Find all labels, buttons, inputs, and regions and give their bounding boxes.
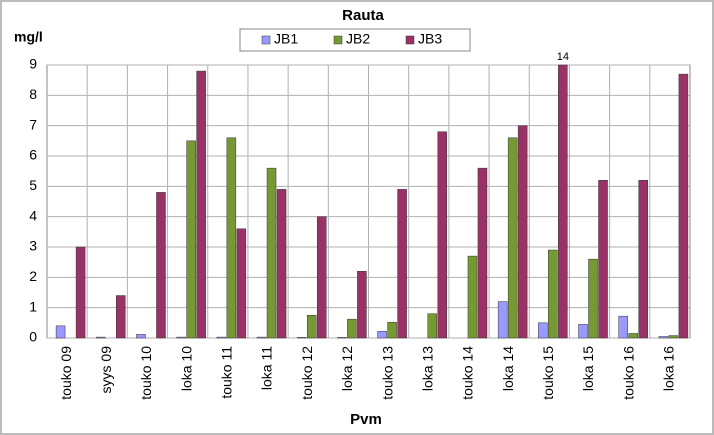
bar: [337, 337, 347, 339]
bar: [296, 337, 307, 339]
y-tick-label: 8: [29, 86, 37, 102]
bar: [437, 131, 448, 339]
y-tick-label: 4: [29, 207, 37, 223]
bar: [75, 246, 86, 339]
x-axis-label: Pvm: [350, 411, 382, 428]
x-tick-label: loka 11: [259, 346, 275, 390]
bar: [226, 137, 237, 339]
y-tick-label: 9: [29, 56, 37, 72]
chart-title: Rauta: [342, 7, 384, 24]
bar: [256, 336, 267, 339]
bar: [96, 336, 106, 339]
y-tick-label: 7: [29, 116, 37, 132]
bar: [477, 167, 488, 339]
y-tick-label: 0: [29, 329, 37, 345]
legend-label: JB1: [274, 31, 298, 47]
bar: [176, 336, 186, 339]
bar: [116, 295, 126, 339]
bar: [668, 335, 679, 339]
bar: [517, 125, 528, 339]
bar: [507, 137, 518, 339]
bar: [156, 192, 166, 339]
bar: [276, 189, 287, 339]
legend-swatch: [333, 35, 343, 45]
bar: [467, 255, 478, 339]
x-tick-label: touko 13: [379, 346, 395, 400]
x-tick-label: touko 10: [138, 346, 154, 400]
bar: [266, 167, 277, 339]
bar: [628, 333, 638, 339]
data-label: 14: [557, 51, 569, 63]
bar: [658, 336, 669, 339]
bar: [316, 216, 327, 339]
bar: [55, 325, 66, 339]
bar: [136, 334, 146, 339]
y-axis-label: mg/l: [14, 29, 43, 45]
x-tick-label: touko 15: [540, 346, 556, 400]
y-tick-label: 3: [29, 238, 37, 254]
x-tick-label: loka 14: [500, 346, 516, 391]
bar: [538, 322, 548, 339]
y-tick-label: 5: [29, 177, 37, 193]
bar: [588, 258, 598, 339]
legend-swatch: [405, 35, 415, 45]
bar: [216, 336, 227, 339]
y-tick-label: 6: [29, 147, 37, 163]
legend-box: [239, 28, 471, 52]
bar: [306, 315, 317, 339]
bar: [427, 313, 438, 339]
bar: [618, 315, 628, 339]
x-tick-label: touko 14: [460, 346, 476, 400]
bar: [548, 249, 558, 339]
bar: [196, 70, 206, 339]
bar: [397, 189, 407, 339]
bar: [678, 73, 689, 339]
x-tick-label: touko 09: [58, 346, 74, 400]
x-tick-label: loka 15: [580, 346, 596, 391]
x-tick-label: loka 16: [661, 346, 677, 391]
y-tick-label: 1: [29, 298, 37, 314]
bar: [377, 331, 387, 339]
bar: [558, 64, 568, 339]
bar: [598, 180, 608, 339]
bar: [236, 228, 247, 339]
legend-label: JB2: [346, 31, 370, 47]
bar: [357, 271, 367, 339]
y-tick-label: 2: [29, 268, 37, 284]
x-tick-label: loka 10: [178, 346, 194, 391]
bar: [638, 180, 648, 339]
x-tick-label: loka 13: [419, 346, 435, 391]
bar: [186, 140, 196, 339]
bar: [578, 324, 588, 339]
x-tick-label: touko 16: [620, 346, 636, 400]
legend-label: JB3: [418, 31, 442, 47]
x-tick-label: touko 12: [299, 346, 315, 400]
bar: [347, 318, 357, 339]
legend-swatch: [261, 35, 271, 45]
bar: [497, 301, 508, 339]
bar: [387, 321, 397, 339]
x-tick-label: loka 12: [339, 346, 355, 391]
x-tick-label: syys 09: [98, 346, 114, 394]
x-tick-label: touko 11: [219, 346, 235, 399]
